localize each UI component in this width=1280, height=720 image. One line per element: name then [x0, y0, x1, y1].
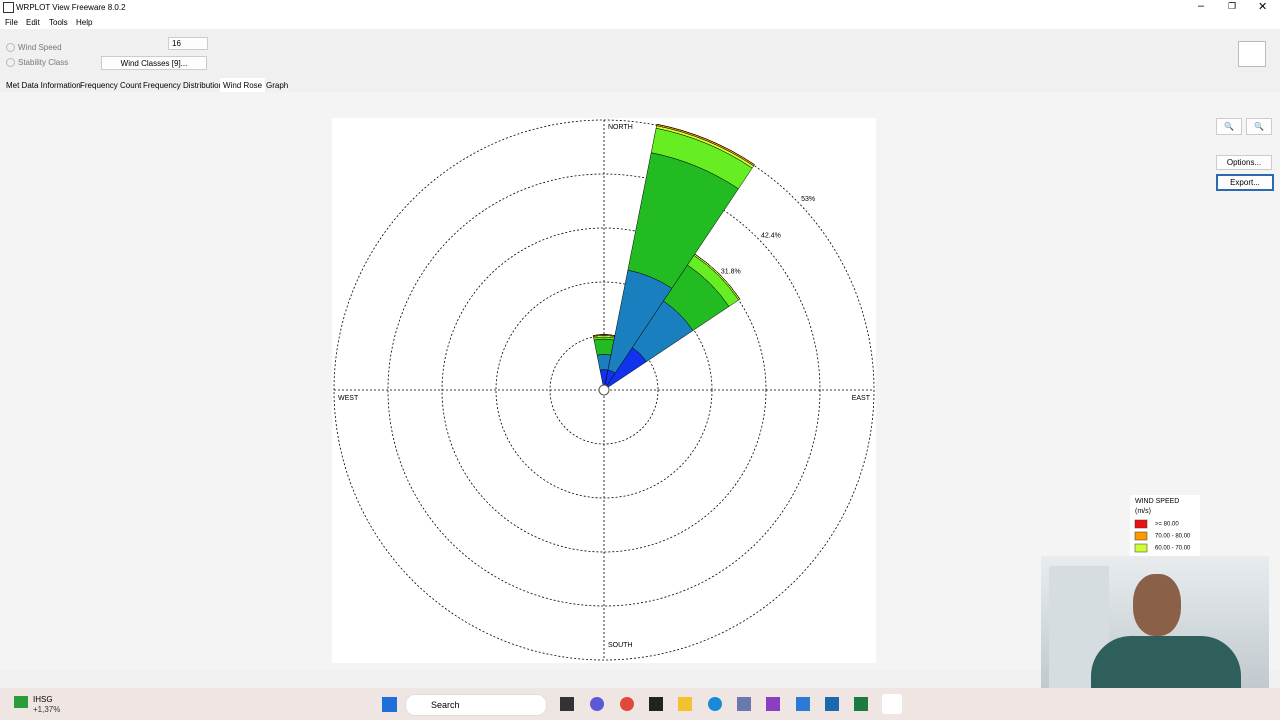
tab[interactable]: Frequency Count: [80, 81, 142, 90]
button-label: Options...: [1226, 158, 1262, 167]
tab[interactable]: Graph: [266, 81, 289, 90]
taskbar-app[interactable]: [766, 697, 780, 711]
tab-active[interactable]: Wind Rose: [220, 78, 266, 93]
taskbar-app-active[interactable]: [882, 694, 902, 714]
button-label: Export...: [1230, 178, 1260, 187]
ring-label: 31.8%: [721, 268, 741, 275]
legend-label: 60.00 - 70.00: [1155, 546, 1191, 552]
taskbar-app[interactable]: [854, 697, 868, 711]
direction-label: NORTH: [608, 124, 633, 131]
taskbar-app[interactable]: [825, 697, 839, 711]
search-box[interactable]: Search: [405, 694, 547, 716]
direction-label: EAST: [852, 395, 871, 402]
ring: [441, 227, 767, 553]
logo-button[interactable]: [1238, 41, 1266, 67]
export-button[interactable]: Export...: [1216, 174, 1274, 191]
direction-label: SOUTH: [608, 642, 633, 649]
close[interactable]: ✕: [1258, 1, 1268, 13]
radio[interactable]: [6, 58, 15, 67]
legend-swatch: [1134, 519, 1148, 529]
menu-item[interactable]: Help: [76, 18, 93, 27]
menu-item[interactable]: Edit: [26, 18, 40, 27]
minimize[interactable]: –: [1198, 0, 1205, 12]
options-button[interactable]: Options...: [1216, 155, 1272, 170]
ring: [549, 335, 659, 445]
tab[interactable]: Frequency Distribution: [143, 81, 224, 90]
direction-label: WEST: [338, 395, 359, 402]
sectors-value: 16: [172, 39, 181, 48]
ring-label: 53%: [801, 196, 815, 203]
ring-label: 42.4%: [761, 232, 781, 239]
webcam-person-head: [1133, 574, 1181, 636]
menu-bar: File Edit Tools Help: [0, 15, 1280, 29]
window-title: WRPLOT View Freeware 8.0.2: [16, 3, 126, 12]
ring: [333, 119, 875, 661]
ring: [387, 173, 821, 607]
taskbar-app[interactable]: [649, 697, 663, 711]
zoom-in[interactable]: 🔍: [1216, 118, 1242, 135]
maximize[interactable]: ❐: [1228, 1, 1237, 11]
legend-swatch: [1134, 543, 1148, 553]
tabs: Met Data Information Frequency Count Fre…: [0, 78, 300, 93]
taskbar-app[interactable]: [560, 697, 574, 711]
taskbar-app[interactable]: [708, 697, 722, 711]
calm-circle: [598, 384, 610, 396]
start-button[interactable]: [382, 697, 397, 712]
webcam-overlay: [1041, 556, 1269, 711]
ring: [495, 281, 713, 499]
taskbar: IHSG +1,37% Search: [0, 688, 1280, 720]
petal-segment: [656, 123, 755, 165]
radio-label: Wind Speed: [18, 43, 62, 52]
petal-segment: [593, 338, 615, 356]
app-icon: [3, 2, 14, 13]
button-label: Wind Classes [9]...: [120, 58, 188, 68]
taskbar-app[interactable]: [796, 697, 810, 711]
legend-title: (m/s): [1135, 508, 1151, 515]
wind-classes-button[interactable]: Wind Classes [9]...: [101, 56, 207, 70]
ticker-change: +1,37%: [33, 705, 61, 714]
legend-label: 70.00 - 80.00: [1155, 534, 1191, 540]
taskbar-app[interactable]: [678, 697, 692, 711]
taskbar-app[interactable]: [737, 697, 751, 711]
taskbar-app[interactable]: [590, 697, 604, 711]
taskbar-app[interactable]: [620, 697, 634, 711]
legend-swatch: [1134, 531, 1148, 541]
title-bar: WRPLOT View Freeware 8.0.2 – ❐ ✕: [0, 0, 1280, 15]
tab[interactable]: Met Data Information: [6, 81, 81, 90]
legend-label: >= 80.00: [1155, 522, 1179, 528]
ticker-name: IHSG: [33, 695, 53, 704]
ticker-icon: [14, 696, 28, 708]
radio-label: Stability Class: [18, 58, 69, 67]
sectors-select[interactable]: 16: [168, 37, 208, 50]
zoom-out[interactable]: 🔍: [1246, 118, 1272, 135]
radio[interactable]: [6, 43, 15, 52]
search-label: Search: [431, 700, 460, 710]
menu-item[interactable]: File: [5, 18, 18, 27]
menu-item[interactable]: Tools: [49, 18, 68, 27]
legend-title: WIND SPEED: [1135, 498, 1179, 505]
